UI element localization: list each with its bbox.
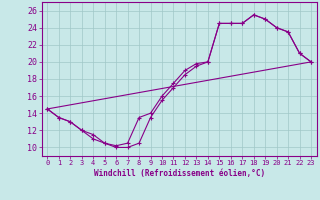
X-axis label: Windchill (Refroidissement éolien,°C): Windchill (Refroidissement éolien,°C) (94, 169, 265, 178)
